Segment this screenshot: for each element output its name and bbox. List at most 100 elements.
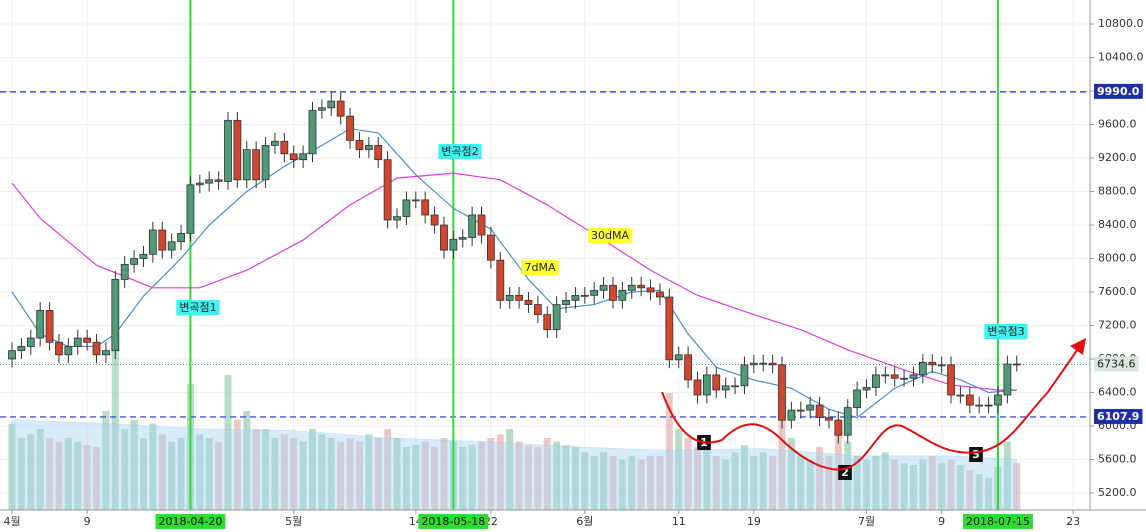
candle-body xyxy=(759,362,768,365)
candle-body xyxy=(336,100,345,117)
volume-bar xyxy=(121,429,129,510)
candle-body xyxy=(778,364,786,421)
y-tick-label: 5600.0 xyxy=(1098,452,1137,465)
candle-body xyxy=(552,304,561,331)
y-tick-label: 8800.0 xyxy=(1098,185,1137,198)
volume-bar xyxy=(421,441,429,510)
x-tick-label: 23 xyxy=(1066,515,1080,528)
volume-bar xyxy=(769,456,777,510)
volume-bar xyxy=(271,438,279,510)
volume-bar xyxy=(130,420,138,510)
candle-body xyxy=(26,337,35,347)
volume-bar xyxy=(233,420,241,510)
candle-body xyxy=(364,145,373,151)
volume-ma-area xyxy=(11,419,1018,511)
volume-bar xyxy=(750,456,758,510)
candle-body xyxy=(120,263,129,280)
volume-bar xyxy=(712,456,720,510)
x-tick-label: 7월 xyxy=(858,515,875,528)
x-tick-label: 11 xyxy=(672,515,686,528)
marker-label: 2018-05-18 xyxy=(421,515,485,528)
candle-body xyxy=(505,294,514,301)
candle-body xyxy=(900,377,908,380)
volume-bar xyxy=(524,445,532,510)
volume-bar xyxy=(431,447,439,510)
candle-body xyxy=(55,341,63,356)
candle-body xyxy=(177,232,185,243)
volume-bar xyxy=(46,438,54,510)
candle-body xyxy=(937,364,946,367)
volume-bar xyxy=(534,447,542,510)
volume-bar xyxy=(740,445,748,510)
series-label-box xyxy=(588,228,633,243)
volume-bar xyxy=(36,429,44,510)
volume-bar xyxy=(722,459,730,510)
candle-body xyxy=(834,419,843,436)
volume-bar xyxy=(581,452,589,510)
volume-bar xyxy=(966,470,974,510)
volume-bar xyxy=(327,438,335,510)
candle-body xyxy=(609,284,617,301)
badge: 3 xyxy=(972,448,980,461)
candle-body xyxy=(233,119,242,181)
candle-body xyxy=(242,149,251,181)
volume-bar xyxy=(975,474,983,510)
x-tick-label: 4월 xyxy=(3,515,20,528)
candle-body xyxy=(83,337,92,343)
volume-bar xyxy=(318,434,326,510)
volume-bar xyxy=(571,447,579,510)
volume-bar xyxy=(787,438,795,510)
candle-body xyxy=(346,115,354,141)
y-tick-label: 8000.0 xyxy=(1098,252,1137,265)
candle-body xyxy=(252,149,261,181)
candle-body xyxy=(411,199,420,202)
candle-body xyxy=(693,379,702,396)
volume-bar xyxy=(928,456,936,510)
volume-bar xyxy=(938,463,946,510)
ma-line xyxy=(11,172,1017,391)
candle-body xyxy=(308,109,317,155)
x-tick-label: 9 xyxy=(938,515,945,528)
candle-body xyxy=(393,216,401,221)
y-tick-label: 7200.0 xyxy=(1098,319,1137,332)
candle-body xyxy=(317,107,326,111)
candle-body xyxy=(984,404,993,407)
candle-body xyxy=(130,258,138,265)
candle-body xyxy=(909,374,918,379)
x-tick-label: 9 xyxy=(84,515,91,528)
candle-body xyxy=(533,304,542,316)
volume-bar xyxy=(55,441,63,510)
candle-body xyxy=(73,337,82,347)
candle-body xyxy=(580,294,589,297)
candle-body xyxy=(458,237,467,240)
volume-bar xyxy=(440,438,448,510)
candle-body xyxy=(994,394,1002,406)
volume-bar xyxy=(17,438,25,510)
candle-body xyxy=(702,374,711,396)
volume-bar xyxy=(205,438,213,510)
series-label: 7dMA xyxy=(525,261,556,274)
volume-bar xyxy=(27,434,35,510)
volume-bar xyxy=(703,441,711,510)
y-tick-label: 9600.0 xyxy=(1098,118,1137,131)
candle-body xyxy=(712,374,721,391)
arrow-head xyxy=(1070,338,1086,355)
volume-bar xyxy=(139,438,147,510)
volume-bar xyxy=(825,456,833,510)
volume-bar xyxy=(64,438,72,510)
candle-body xyxy=(195,182,204,186)
series-label-box xyxy=(521,260,559,275)
volume-bar xyxy=(731,452,739,510)
volume-bar xyxy=(816,447,824,510)
candle-body xyxy=(186,184,195,234)
candle-body xyxy=(590,289,599,296)
candle-body xyxy=(627,284,636,291)
candle-body xyxy=(796,409,805,412)
volume-bar xyxy=(515,441,523,510)
volume-bar xyxy=(853,456,861,510)
candle-body xyxy=(543,314,552,331)
candle-body xyxy=(289,153,298,161)
volume-bar xyxy=(872,456,880,510)
volume-bar xyxy=(797,456,805,510)
